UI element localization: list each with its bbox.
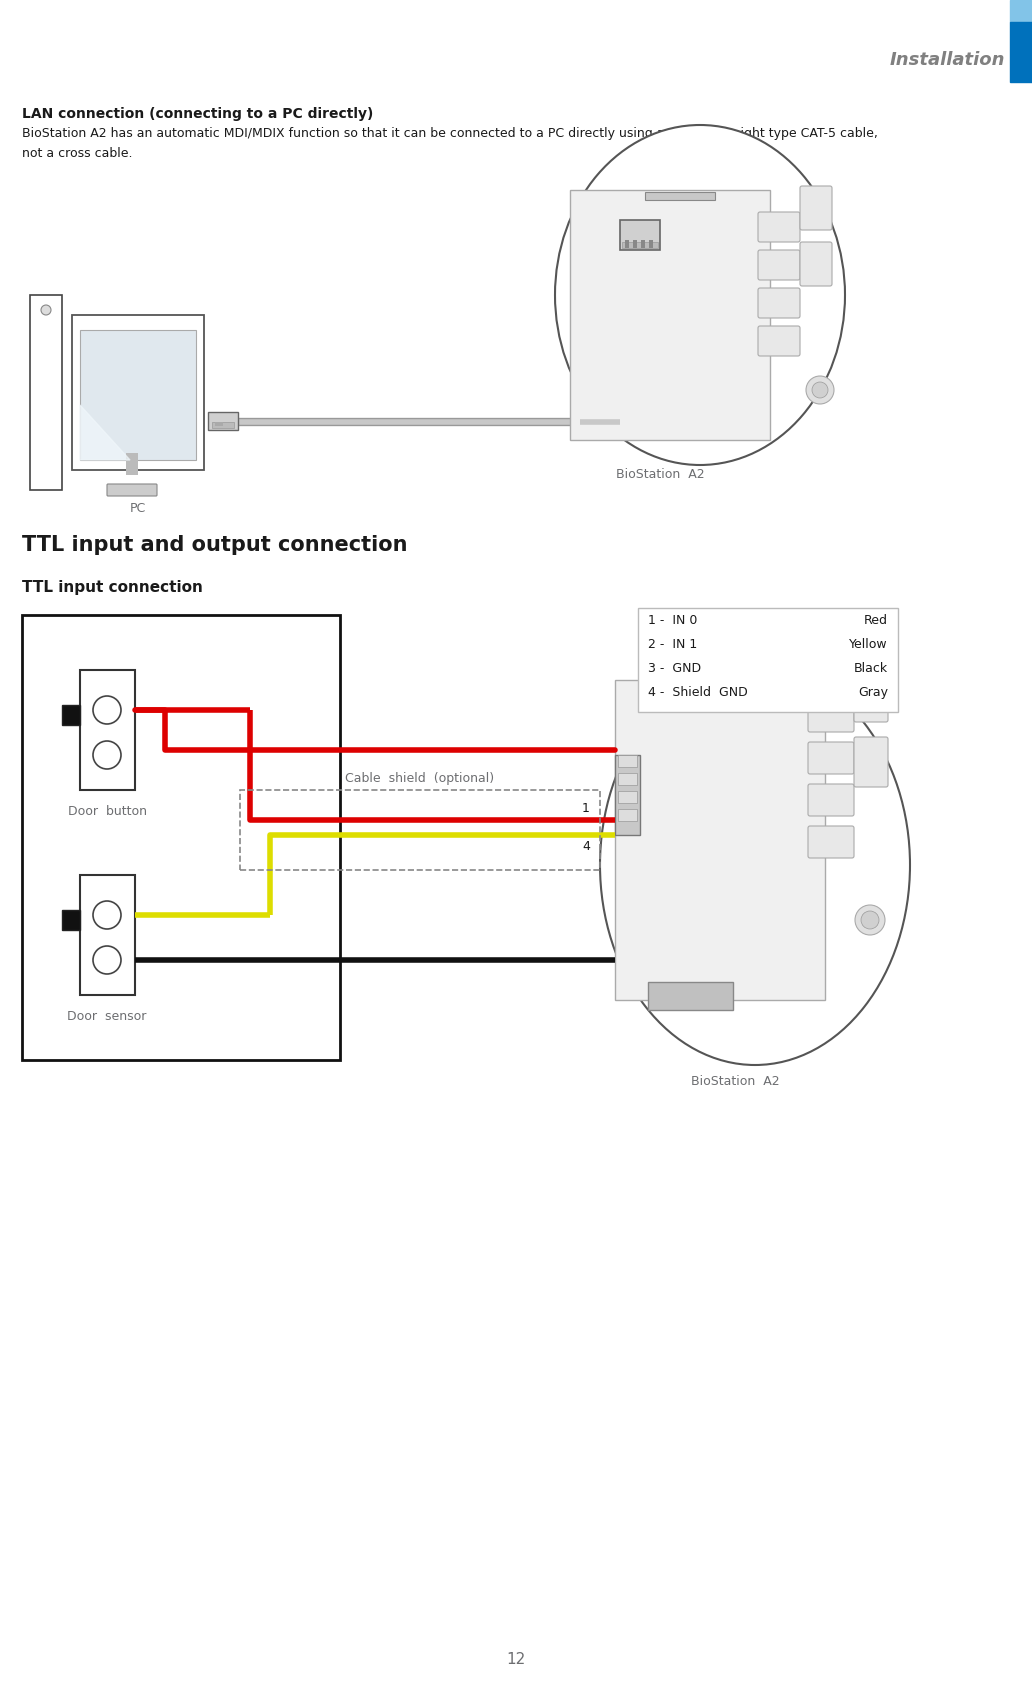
Bar [30,295,62,489]
Text: Door  sensor: Door sensor [67,1011,147,1022]
Bar [645,192,715,201]
Circle shape [861,911,879,930]
Text: 12: 12 [507,1653,525,1667]
Ellipse shape [600,665,910,1064]
Bar [615,680,825,1000]
Bar [618,791,637,803]
Text: BioStation  A2: BioStation A2 [690,1075,779,1088]
Text: 4 -  Shield  GND: 4 - Shield GND [648,685,748,698]
Bar [615,756,640,835]
FancyBboxPatch shape [757,213,800,241]
FancyBboxPatch shape [800,241,832,287]
FancyBboxPatch shape [808,827,854,859]
Text: TTL input and output connection: TTL input and output connection [22,535,408,555]
FancyBboxPatch shape [854,671,888,722]
Circle shape [41,305,51,315]
Text: Red: Red [864,614,888,626]
Bar [633,240,637,248]
Bar [62,705,80,725]
Circle shape [93,741,121,769]
Bar [618,773,637,784]
Bar [208,412,238,430]
Text: Door  button: Door button [67,805,147,818]
FancyBboxPatch shape [757,326,800,356]
Text: not a cross cable.: not a cross cable. [22,147,132,160]
Text: 3 -  GND: 3 - GND [648,661,701,675]
Bar [638,607,898,712]
Bar [22,616,340,1059]
Circle shape [93,901,121,930]
Bar [80,670,135,790]
Bar [620,219,660,250]
Circle shape [93,946,121,973]
FancyBboxPatch shape [808,700,854,732]
Text: Gray: Gray [858,685,888,698]
Bar [618,756,637,768]
FancyBboxPatch shape [808,742,854,774]
FancyBboxPatch shape [757,288,800,319]
Text: Black: Black [853,661,888,675]
Bar [650,692,710,700]
Bar [62,909,80,930]
Bar [648,982,733,1011]
Text: 1: 1 [582,801,590,815]
Circle shape [93,697,121,724]
Bar [80,876,135,995]
Text: BioStation A2 has an automatic MDI/MDIX function so that it can be connected to : BioStation A2 has an automatic MDI/MDIX … [22,127,878,140]
FancyBboxPatch shape [854,737,888,788]
Text: 1 -  IN 0: 1 - IN 0 [648,614,698,626]
Text: BioStation  A2: BioStation A2 [616,467,704,481]
Bar [618,810,637,822]
FancyBboxPatch shape [107,484,157,496]
Bar [1010,22,1032,83]
Bar [625,240,628,248]
Bar [622,241,658,248]
Text: 4: 4 [582,840,590,854]
Ellipse shape [555,125,845,466]
Text: TTL input connection: TTL input connection [22,580,203,596]
Bar [240,790,600,870]
FancyBboxPatch shape [800,186,832,229]
Text: 2 -  IN 1: 2 - IN 1 [648,638,698,651]
Bar [570,191,770,440]
Text: Cable  shield  (optional): Cable shield (optional) [346,773,494,784]
Circle shape [812,381,828,398]
Text: Installation: Installation [890,51,1005,69]
Text: LAN connection (connecting to a PC directly): LAN connection (connecting to a PC direc… [22,106,374,121]
Polygon shape [80,405,130,461]
FancyBboxPatch shape [808,784,854,817]
Circle shape [806,376,834,403]
FancyBboxPatch shape [757,250,800,280]
Bar [72,315,204,471]
Bar [649,240,653,248]
Bar [1010,0,1032,22]
Bar [641,240,645,248]
Circle shape [854,904,885,935]
Text: PC: PC [130,503,147,515]
Bar [215,422,223,427]
Bar [212,422,234,428]
Bar [80,331,196,461]
Text: Yellow: Yellow [849,638,888,651]
Bar [126,454,138,476]
